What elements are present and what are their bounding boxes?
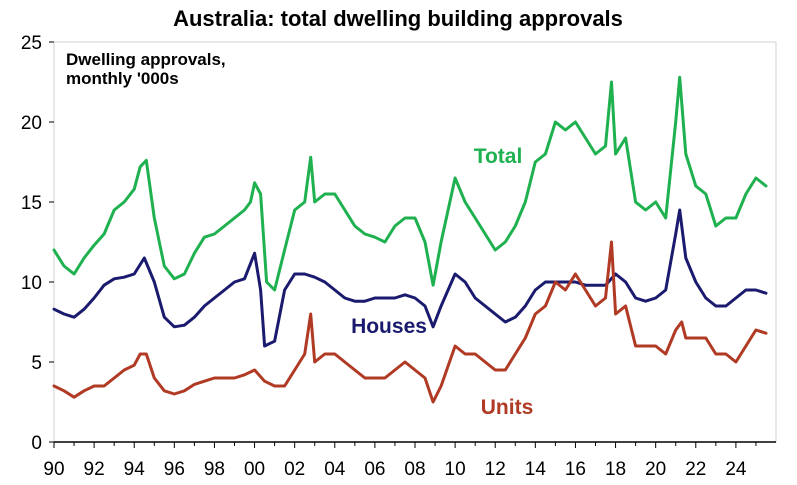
y-tick-label: 20	[21, 113, 42, 134]
axes: 0 5 10 15 20 25 90 92 94 96 98 00 02 04 06 08 10 12 14 16 18…	[21, 33, 776, 480]
chart-title: Australia: total dwelling building appro…	[173, 6, 623, 31]
x-tick-label: 98	[204, 459, 225, 480]
series-line-houses	[52, 208, 768, 348]
x-tick-label: 90	[43, 459, 64, 480]
x-tick-label: 92	[84, 459, 105, 480]
y-tick-label: 15	[21, 193, 42, 214]
x-tick-label: 96	[164, 459, 185, 480]
x-tick-label: 18	[605, 459, 626, 480]
y-tick-label: 25	[21, 33, 42, 54]
series-label-houses: Houses	[351, 315, 427, 338]
series-label-layer: Total Houses Units	[351, 145, 533, 419]
plot-area-frame	[53, 41, 777, 443]
y-tick-label: 0	[31, 433, 42, 454]
x-tick-label: 20	[645, 459, 666, 480]
y-tick-label: 5	[31, 353, 42, 374]
series-line-total	[52, 75, 768, 292]
series-label-units: Units	[481, 396, 534, 419]
x-tick-label: 02	[284, 459, 305, 480]
x-tick-label: 22	[685, 459, 706, 480]
x-tick-label: 94	[124, 459, 146, 480]
series-line-units	[52, 240, 768, 404]
x-tick-label: 08	[404, 459, 425, 480]
y-tick-label: 10	[21, 273, 42, 294]
x-tick-label: 10	[445, 459, 466, 480]
x-tick-label: 06	[364, 459, 385, 480]
x-tick-label: 16	[565, 459, 586, 480]
series-label-total: Total	[474, 145, 523, 168]
annotation-layer: Dwelling approvals, monthly '000s	[66, 50, 226, 88]
chart-annotation-line-2: monthly '000s	[66, 69, 179, 88]
series-layer	[52, 75, 768, 404]
x-tick-label: 24	[725, 459, 747, 480]
x-tick-label: 00	[244, 459, 265, 480]
x-tick-label: 14	[525, 459, 547, 480]
x-tick-label: 04	[324, 459, 346, 480]
chart-annotation-line-1: Dwelling approvals,	[66, 50, 226, 69]
x-tick-label: 12	[485, 459, 506, 480]
